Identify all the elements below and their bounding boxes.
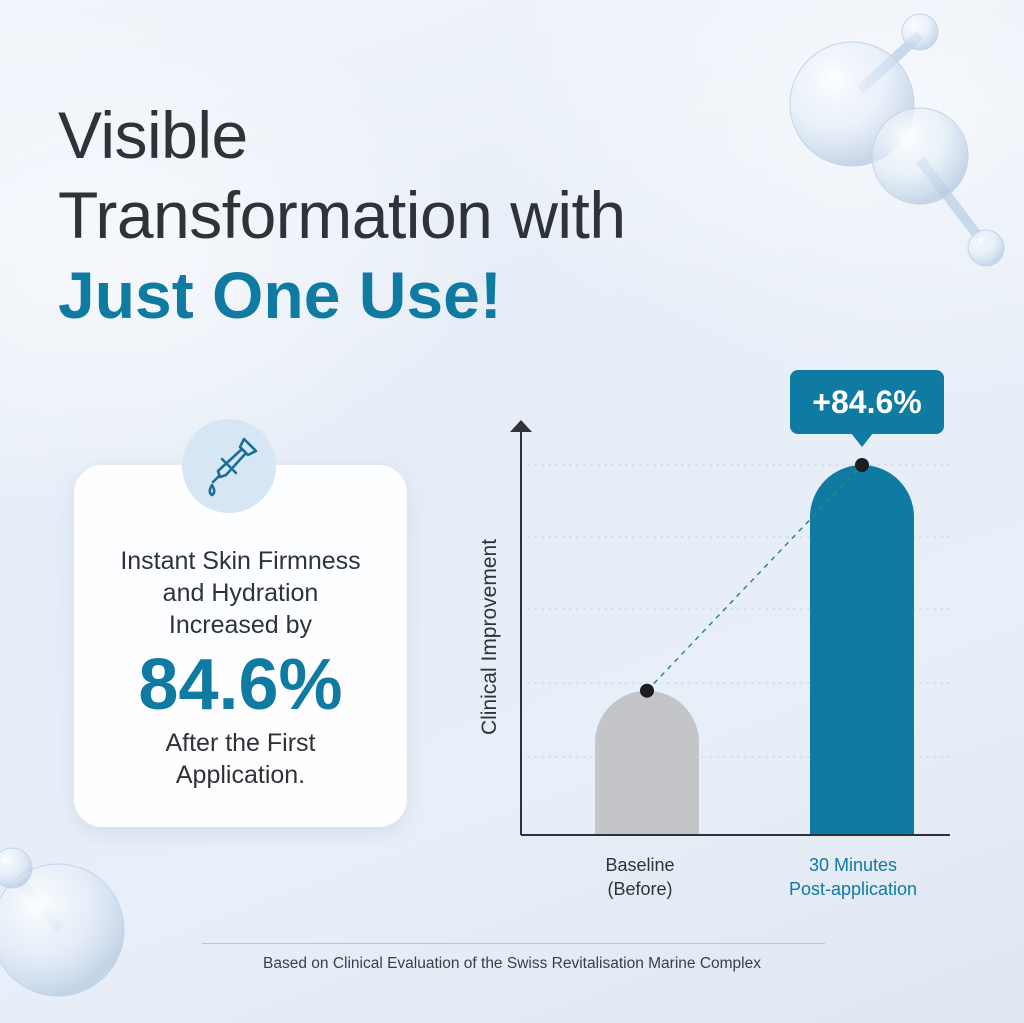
data-point-post-application — [855, 458, 869, 472]
headline-line-2: Transformation with — [58, 178, 626, 252]
improvement-badge: +84.6% — [790, 370, 944, 434]
headline-line-1: Visible — [58, 98, 248, 172]
chart-bars — [595, 465, 914, 835]
molecule-bottom-left — [0, 847, 125, 997]
chart-axes — [510, 420, 950, 836]
card-bottom-text: After the First Application. — [74, 727, 407, 791]
card-bottom-line-1: After the First — [165, 729, 316, 757]
card-big-value: 84.6% — [138, 645, 343, 725]
chart-gridlines — [527, 464, 950, 758]
footer-divider — [202, 943, 825, 944]
x-tick-post-application: 30 Minutes Post-application — [758, 853, 948, 901]
headline-accent: Just One Use! — [58, 258, 502, 332]
bar-baseline — [595, 690, 699, 835]
dropper-icon — [208, 437, 258, 497]
dropper-icon-badge — [182, 419, 276, 513]
bar-post-application — [810, 465, 914, 835]
card-top-line-2: and Hydration — [162, 579, 319, 607]
x-tick-baseline: Baseline (Before) — [560, 853, 720, 901]
x-tick-post-line-2: Post-application — [788, 879, 918, 899]
x-tick-baseline-line-2: (Before) — [607, 879, 673, 899]
x-tick-baseline-line-1: Baseline — [605, 855, 675, 875]
y-axis-arrow — [510, 420, 532, 432]
molecule-top-right — [789, 13, 1005, 267]
card-bottom-line-2: Application. — [175, 761, 306, 789]
info-card — [74, 465, 407, 827]
chart-trend — [640, 458, 869, 698]
footnote: Based on Clinical Evaluation of the Swis… — [263, 955, 761, 972]
y-axis-label: Clinical Improvement — [478, 538, 501, 736]
x-tick-post-line-1: 30 Minutes — [808, 855, 898, 875]
card-top-line-3: Increased by — [168, 611, 313, 639]
data-point-baseline — [640, 683, 654, 698]
trend-line — [646, 464, 863, 692]
improvement-badge-pointer — [851, 433, 873, 447]
card-top-line-1: Instant Skin Firmness — [120, 547, 361, 575]
card-top-text: Instant Skin Firmness and Hydration Incr… — [74, 545, 407, 641]
